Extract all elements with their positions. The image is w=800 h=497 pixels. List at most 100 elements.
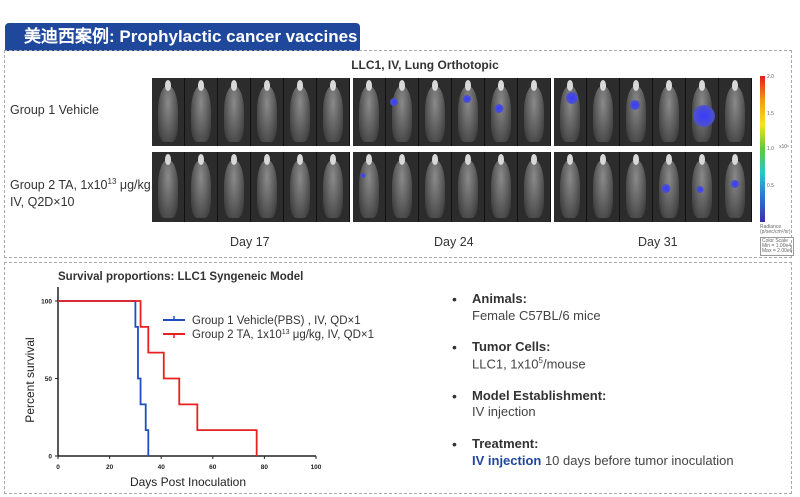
chart-title: Survival proportions: LLC1 Syngeneic Mod… — [58, 271, 303, 283]
colorbar-tick: 2.0 — [767, 74, 774, 80]
mouse-image-panel — [152, 152, 350, 222]
group2-label-sup: 13 — [107, 177, 117, 186]
mouse-image — [386, 78, 419, 146]
info-value: Female C57BL/6 mice — [472, 308, 601, 323]
mouse-image — [485, 78, 518, 146]
colorbar-tick: 0.5 — [767, 183, 774, 189]
day-label: Day 31 — [638, 235, 678, 249]
mouse-image — [554, 78, 587, 146]
mouse-image — [653, 152, 686, 222]
color-scale-title: Color Scale — [762, 238, 788, 244]
mouse-image — [251, 152, 284, 222]
imaging-section — [4, 50, 792, 258]
mouse-image — [452, 152, 485, 222]
mouse-image — [587, 78, 620, 146]
group1-label: Group 1 Vehicle — [10, 103, 99, 117]
info-text: /mouse — [542, 356, 586, 372]
bioluminescence-signal — [630, 99, 641, 110]
mouse-image — [284, 78, 317, 146]
day-label: Day 17 — [230, 235, 270, 249]
mouse-image — [185, 152, 218, 222]
info-heading: Model Establishment: — [472, 388, 607, 403]
bioluminescence-signal — [696, 185, 704, 193]
x-tick-label: 20 — [106, 464, 114, 471]
mouse-image — [284, 152, 317, 222]
day-label: Day 24 — [434, 235, 474, 249]
group2-label-unit: μg/kg, — [116, 178, 155, 193]
color-scale-max: Max = 2.00e6 — [762, 248, 793, 254]
colorbar-tick: 1.0 — [767, 146, 774, 152]
mouse-image-panel — [554, 152, 752, 222]
y-tick-label: 100 — [41, 299, 52, 306]
mouse-image — [620, 78, 653, 146]
mouse-image — [218, 152, 251, 222]
mouse-image-panel — [554, 78, 752, 146]
color-scale-box: Color Scale Min = 1.00e4 Max = 2.00e6 — [760, 237, 795, 256]
bullet-icon: • — [452, 339, 457, 355]
info-highlight: IV injection — [472, 453, 542, 468]
mouse-image — [353, 78, 386, 146]
bullet-icon: • — [452, 436, 457, 452]
survival-section — [4, 262, 792, 494]
survival-chart: Survival proportions: LLC1 Syngeneic Mod… — [23, 271, 374, 489]
mouse-image — [386, 152, 419, 222]
mouse-image — [152, 152, 185, 222]
mouse-image — [719, 152, 752, 222]
info-text: 10 days before tumor inoculation — [541, 453, 734, 468]
color-scale-min: Min = 1.00e4 — [762, 243, 792, 249]
mouse-image — [653, 78, 686, 146]
group2-label-line2: IV, Q2D×10 — [10, 195, 75, 209]
bioluminescence-signal — [360, 173, 366, 178]
mouse-image — [419, 78, 452, 146]
legend-sup: 13 — [282, 329, 290, 336]
group2-label-text: Group 2 TA, 1x10 — [10, 178, 108, 193]
mouse-image — [587, 152, 620, 222]
y-tick-label: 50 — [45, 376, 53, 383]
bullet-icon: • — [452, 388, 457, 404]
mouse-image — [218, 78, 251, 146]
bioluminescence-signal — [494, 103, 504, 113]
colorbar-unit: x10⁶ — [779, 144, 790, 150]
mouse-image — [317, 152, 350, 222]
bioluminescence-signal — [661, 183, 671, 193]
imaging-title: LLC1, IV, Lung Orthotopic — [351, 58, 499, 72]
colorbar-tick: 1.5 — [767, 111, 774, 117]
mouse-image — [485, 152, 518, 222]
colorbar — [760, 76, 765, 222]
mouse-image — [317, 78, 350, 146]
bullet-icon: • — [452, 291, 457, 307]
mouse-image — [419, 152, 452, 222]
legend: Group 1 Vehicle(PBS) , IV, QD×1 Group 2 … — [163, 315, 374, 341]
x-tick-label: 100 — [311, 464, 322, 471]
mouse-image-panel — [152, 78, 350, 146]
x-tick-label: 40 — [158, 464, 166, 471]
mouse-image — [251, 78, 284, 146]
info-text: LLC1, 1x10 — [472, 356, 539, 372]
y-tick-label: 0 — [48, 454, 52, 461]
info-heading: Treatment: — [472, 436, 539, 451]
mouse-image-panel — [353, 78, 551, 146]
info-sup: 5 — [538, 356, 543, 365]
mouse-image-panel — [353, 152, 551, 222]
info-heading: Tumor Cells: — [472, 339, 551, 354]
bioluminescence-signal — [692, 105, 715, 128]
survival-curve-group1 — [58, 300, 150, 456]
x-tick-label: 0 — [56, 464, 60, 471]
group2-label: Group 2 TA, 1x1013 μg/kg, — [10, 177, 154, 192]
mouse-image — [686, 78, 719, 146]
mouse-image — [353, 152, 386, 222]
bioluminescence-signal — [565, 91, 578, 104]
mouse-image — [518, 78, 551, 146]
bioluminescence-signal — [731, 180, 739, 188]
mouse-image — [185, 78, 218, 146]
mouse-image — [719, 78, 752, 146]
info-value: LLC1, 1x105/mouse — [472, 356, 586, 371]
mouse-image — [518, 152, 551, 222]
x-tick-label: 60 — [209, 464, 217, 471]
survival-curve-group2 — [58, 300, 258, 456]
info-value: IV injection 10 days before tumor inocul… — [472, 453, 734, 468]
x-axis-label: Days Post Inoculation — [130, 475, 246, 489]
info-heading: Animals: — [472, 291, 527, 306]
mouse-image — [686, 152, 719, 222]
colorbar-caption: Radiance (p/sec/cm²/sr) — [760, 224, 791, 235]
